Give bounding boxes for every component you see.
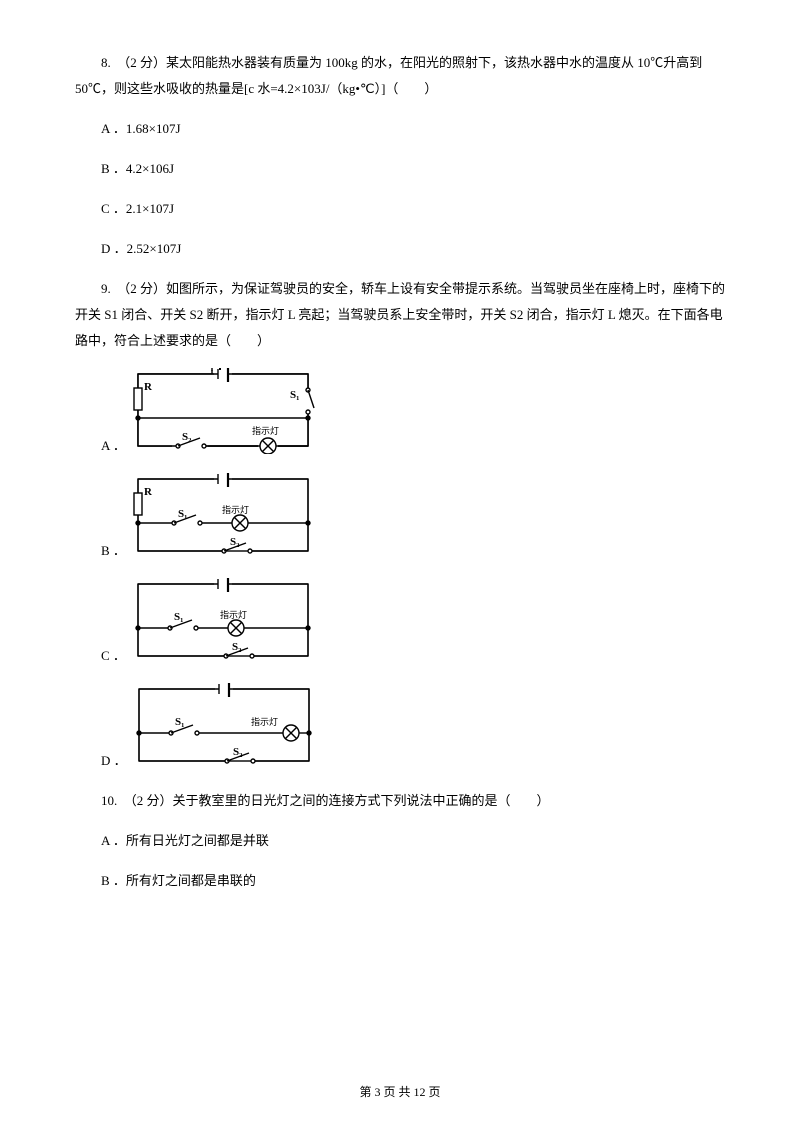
label-S2: S₂ bbox=[230, 536, 240, 548]
label-lamp: 指示灯 bbox=[251, 716, 278, 727]
label-lamp: 指示灯 bbox=[220, 609, 247, 620]
label-lamp: 指示灯 bbox=[222, 504, 249, 515]
q9-choice-a-label: A ． bbox=[75, 433, 132, 463]
q8-choice-b: B ．4.2×106J bbox=[75, 156, 725, 182]
label-S2: S₂ bbox=[233, 746, 243, 758]
q10-stem: 10. （2 分）关于教室里的日光灯之间的连接方式下列说法中正确的是（ ） bbox=[75, 788, 725, 814]
circuit-diagram-c: S₁ S₂ 指示灯 bbox=[132, 578, 316, 673]
label-S2: S₂ bbox=[182, 431, 192, 443]
label-S1: S₁ bbox=[175, 716, 184, 728]
label-lamp: 指示灯 bbox=[252, 425, 279, 436]
label-R: R bbox=[144, 381, 153, 393]
label-S1: S₁ bbox=[290, 389, 299, 401]
circuit-diagram-a: R S₁ S₂ 指示灯 bbox=[132, 368, 316, 463]
q8-stem: 8. （2 分）某太阳能热水器装有质量为 100kg 的水，在阳光的照射下，该热… bbox=[75, 50, 725, 102]
q9-choice-b-row: B ． bbox=[75, 473, 725, 568]
q10-choice-b: B ．所有灯之间都是串联的 bbox=[75, 868, 725, 894]
label-S1: S₁ bbox=[178, 508, 187, 520]
label-S1: S₁ bbox=[174, 611, 183, 623]
circuit-diagram-b: R S₁ S₂ 指示灯 bbox=[132, 473, 316, 568]
circuit-diagram-d: S₁ S₂ 指示灯 bbox=[133, 683, 317, 778]
q9-choice-a-row: A ． bbox=[75, 368, 725, 463]
page-footer: 第 3 页 共 12 页 bbox=[0, 1080, 800, 1104]
q8-choice-c: C ．2.1×107J bbox=[75, 196, 725, 222]
q8-choice-d: D ．2.52×107J bbox=[75, 236, 725, 262]
label-R: R bbox=[144, 486, 153, 498]
q9-choice-d-label: D ． bbox=[75, 748, 133, 778]
q8-choice-a: A ．1.68×107J bbox=[75, 116, 725, 142]
q9-choice-c-row: C ． bbox=[75, 578, 725, 673]
q9-choice-c-label: C ． bbox=[75, 643, 132, 673]
label-S2: S₂ bbox=[232, 641, 242, 653]
q9-stem: 9. （2 分）如图所示，为保证驾驶员的安全，轿车上设有安全带提示系统。当驾驶员… bbox=[75, 276, 725, 354]
q9-choice-d-row: D ． bbox=[75, 683, 725, 778]
q9-choice-b-label: B ． bbox=[75, 538, 132, 568]
q10-choice-a: A ．所有日光灯之间都是并联 bbox=[75, 828, 725, 854]
